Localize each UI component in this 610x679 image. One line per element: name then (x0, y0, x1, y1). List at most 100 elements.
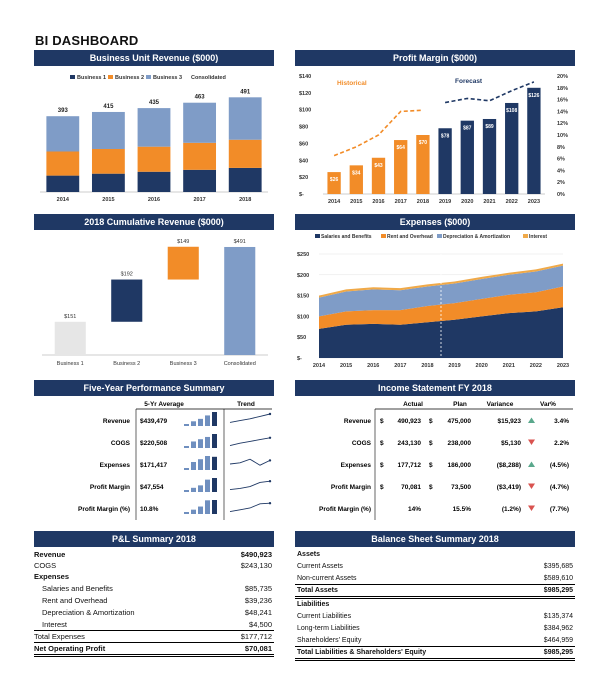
bar-value-label: $491 (234, 239, 246, 245)
plan-value: 238,000 (448, 440, 472, 447)
spark-line (229, 480, 271, 491)
variance-pct: 2.2% (554, 440, 569, 447)
legend-swatch (146, 75, 151, 79)
bar-segment (91, 111, 125, 149)
bs-noncurrent-value: $589,610 (543, 575, 573, 582)
up-arrow-icon (528, 417, 535, 423)
bar-total-label: 491 (240, 89, 251, 95)
income-panel: Income Statement FY 2018 Actual Plan Varia… (295, 380, 575, 520)
legend-label: Rent and Overhead (387, 234, 433, 240)
bar (460, 120, 474, 194)
pl-panel: P&L Summary 2018 Revenue $490,923 COGS $24… (34, 531, 274, 661)
bar-segment (183, 169, 217, 192)
variance-pct: (4.5%) (550, 462, 569, 469)
y2-tick-label: 18% (557, 86, 568, 92)
x-tick-label: Business 2 (113, 361, 140, 367)
bs-assets-label: Assets (297, 551, 320, 558)
y-tick-label: $250 (297, 252, 309, 258)
bs-current-liab-value: $135,374 (543, 613, 573, 620)
bar-value-label: $64 (397, 145, 406, 151)
col-header: Variance (487, 401, 514, 408)
expenses-panel: Expenses ($000) Salaries and Benefits Ren… (295, 214, 575, 374)
spark-bar (198, 439, 203, 448)
x-tick-label: 2016 (148, 197, 160, 203)
bar-value-label: $126 (528, 93, 539, 99)
x-tick-label: 2018 (421, 363, 433, 369)
legend-swatch (523, 234, 528, 238)
spark-point (268, 502, 272, 505)
down-arrow-icon (528, 439, 535, 445)
plan-value: 15.5% (453, 506, 472, 513)
bar (527, 87, 541, 194)
five-year-header: Five-Year Performance Summary (34, 380, 274, 396)
pl-net-label: Net Operating Profit (34, 644, 106, 653)
margin-line-forecast (444, 81, 535, 104)
actual-value: 490,923 (398, 418, 422, 425)
spark-bar (212, 456, 217, 470)
spark-bar (184, 424, 189, 426)
col-header: Var% (540, 401, 556, 408)
x-tick-label: 2020 (461, 199, 473, 205)
area-series (319, 263, 563, 298)
bs-total-le-label: Total Liabilities & Shareholders' Equity (297, 649, 427, 656)
spark-line (229, 458, 271, 466)
dashboard-title: BI DASHBOARD (35, 33, 139, 48)
x-tick-label: 2023 (557, 363, 569, 369)
pl-salaries-label: Salaries and Benefits (42, 584, 113, 593)
row-label: Revenue (344, 418, 371, 425)
bar-segment (228, 139, 262, 168)
bar-value-label: $108 (506, 108, 517, 114)
x-tick-label: 2016 (372, 199, 384, 205)
waterfall-bar (167, 246, 199, 280)
spark-bar (198, 506, 203, 514)
area-series (319, 307, 563, 358)
bar (394, 140, 408, 194)
legend-label: Interest (529, 234, 547, 240)
actual-value: 14% (408, 506, 421, 513)
y2-tick-label: 16% (557, 98, 568, 104)
annotation-forecast: Forecast (455, 78, 483, 85)
plan-value: 475,000 (448, 418, 472, 425)
x-tick-label: 2016 (367, 363, 379, 369)
spark-bar (205, 415, 210, 426)
cumulative-header: 2018 Cumulative Revenue ($000) (34, 214, 274, 230)
spark-bar (212, 412, 217, 426)
expenses-header: Expenses ($000) (295, 214, 575, 230)
y2-tick-label: 10% (557, 133, 568, 139)
bar-segment (46, 175, 80, 192)
legend-swatch (315, 234, 320, 238)
down-arrow-icon (528, 505, 535, 511)
pl-interest-label: Interest (42, 620, 68, 629)
y2-tick-label: 8% (557, 145, 565, 151)
spark-line (229, 413, 271, 423)
y-tick-label: $- (299, 192, 304, 198)
actual-value: 243,130 (398, 440, 422, 447)
down-arrow-icon (528, 483, 535, 489)
row-label: Profit Margin (331, 484, 371, 491)
spark-bar (184, 468, 189, 470)
bar-value-label: $43 (374, 163, 383, 169)
dollar-sign: $ (380, 440, 384, 447)
x-tick-label: 2018 (417, 199, 429, 205)
pl-rent-value: $39,236 (244, 596, 272, 605)
bs-total-assets-value: $985,295 (543, 587, 573, 594)
x-tick-label: Business 1 (57, 361, 84, 367)
bar-value-label: $151 (64, 314, 76, 320)
balance-header: Balance Sheet Summary 2018 (295, 531, 575, 547)
x-tick-label: 2017 (193, 197, 205, 203)
pl-net-value: $70,081 (244, 644, 272, 653)
bar-total-label: 415 (103, 104, 114, 110)
spark-bar (191, 421, 196, 426)
pl-header: P&L Summary 2018 (34, 531, 274, 547)
spark-line (229, 502, 271, 513)
x-tick-label: 2020 (476, 363, 488, 369)
row-value: $171,417 (140, 462, 167, 469)
balance-panel: Balance Sheet Summary 2018 Assets Curren… (295, 531, 575, 661)
five-year-table: 5-Yr Average Trend Revenue $439,479 COGS $220… (78, 401, 272, 520)
pl-revenue-value: $490,923 (240, 550, 272, 559)
spark-bar (191, 509, 196, 514)
spark-bar (191, 441, 196, 448)
dollar-sign: $ (429, 462, 433, 469)
pl-interest-value: $4,500 (249, 620, 272, 629)
x-tick-label: 2019 (439, 199, 451, 205)
